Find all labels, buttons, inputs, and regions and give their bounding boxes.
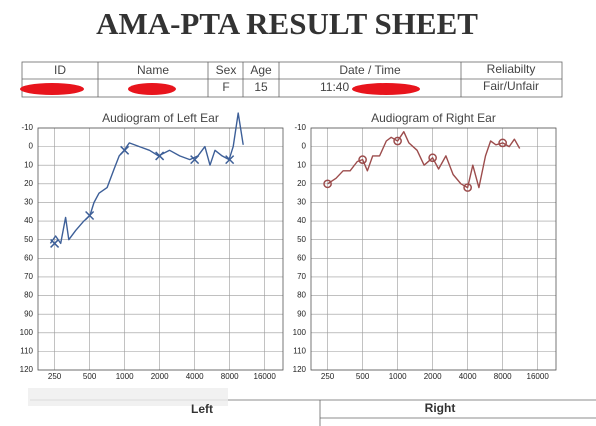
y-tick-label: 40 [24, 216, 33, 225]
threshold-marker [428, 153, 437, 163]
x-tick-label: 8000 [221, 372, 239, 381]
table-header: ID [54, 63, 66, 77]
y-tick-label: 60 [297, 253, 306, 262]
y-tick-label: 10 [24, 160, 33, 169]
audiogram-trace [327, 131, 521, 189]
redaction [20, 83, 84, 95]
threshold-marker [463, 183, 472, 192]
y-tick-label: 0 [29, 142, 34, 151]
table-header: Date / Time [339, 63, 401, 77]
y-tick-label: 30 [24, 198, 33, 207]
table-header: Age [250, 63, 272, 77]
plot-frame [37, 127, 284, 371]
y-tick-label: 90 [297, 309, 306, 318]
x-tick-label: 250 [48, 372, 62, 381]
x-tick-label: 2000 [151, 372, 169, 381]
y-tick-label: -10 [21, 123, 33, 132]
table-cell: 11:40 [320, 80, 349, 94]
y-tick-label: 120 [20, 365, 34, 374]
sheet-title: AMA-PTA RESULT SHEET [96, 6, 478, 41]
footer-left: Left [191, 402, 213, 416]
y-tick-label: 30 [297, 198, 306, 207]
x-tick-label: 4000 [186, 372, 204, 381]
audiogram-trace [49, 112, 244, 245]
y-tick-label: 100 [293, 328, 307, 337]
footer-right: Right [425, 401, 456, 415]
chart-title: Audiogram of Left Ear [102, 111, 219, 125]
x-tick-label: 4000 [459, 372, 477, 381]
y-tick-label: 90 [24, 309, 33, 318]
y-tick-label: 50 [297, 235, 306, 244]
threshold-marker [50, 238, 60, 248]
x-tick-label: 500 [356, 372, 370, 381]
y-tick-label: 50 [24, 235, 33, 244]
x-tick-label: 500 [83, 372, 97, 381]
table-header: Sex [216, 63, 237, 77]
y-tick-label: 20 [297, 179, 306, 188]
table-cell: F [222, 80, 229, 94]
x-tick-label: 16000 [254, 372, 277, 381]
redaction [352, 83, 420, 95]
y-tick-label: 20 [24, 179, 33, 188]
x-tick-label: 8000 [494, 372, 512, 381]
x-tick-label: 16000 [527, 372, 550, 381]
threshold-marker [225, 155, 235, 165]
table-cell: 15 [254, 80, 268, 94]
blurred-text [28, 388, 228, 406]
chart-title: Audiogram of Right Ear [371, 111, 496, 125]
plot-frame [310, 127, 557, 371]
y-tick-label: 40 [297, 216, 306, 225]
threshold-marker [155, 151, 165, 161]
y-tick-label: 0 [302, 142, 307, 151]
redaction [128, 83, 176, 95]
threshold-marker [358, 155, 367, 164]
table-header: Name [137, 63, 169, 77]
table-cell: Fair/Unfair [483, 79, 539, 93]
threshold-marker [393, 136, 402, 146]
x-tick-label: 1000 [116, 372, 134, 381]
y-tick-label: 120 [293, 365, 307, 374]
x-tick-label: 250 [321, 372, 335, 381]
y-tick-label: 70 [297, 272, 306, 281]
y-tick-label: 110 [293, 346, 306, 355]
y-tick-label: 70 [24, 272, 33, 281]
threshold-marker [498, 138, 508, 148]
y-tick-label: 10 [297, 160, 306, 169]
y-tick-label: 60 [24, 253, 33, 262]
y-tick-label: 80 [24, 291, 33, 300]
x-tick-label: 1000 [389, 372, 407, 381]
threshold-marker [323, 179, 332, 189]
table-header: Reliabilty [487, 62, 536, 76]
y-tick-label: -10 [294, 123, 306, 132]
y-tick-label: 100 [20, 328, 34, 337]
x-tick-label: 2000 [424, 372, 442, 381]
threshold-marker [85, 210, 95, 221]
threshold-marker [120, 145, 130, 155]
threshold-marker [190, 155, 200, 165]
info-table [21, 61, 563, 98]
y-tick-label: 110 [20, 346, 33, 355]
y-tick-label: 80 [297, 291, 306, 300]
